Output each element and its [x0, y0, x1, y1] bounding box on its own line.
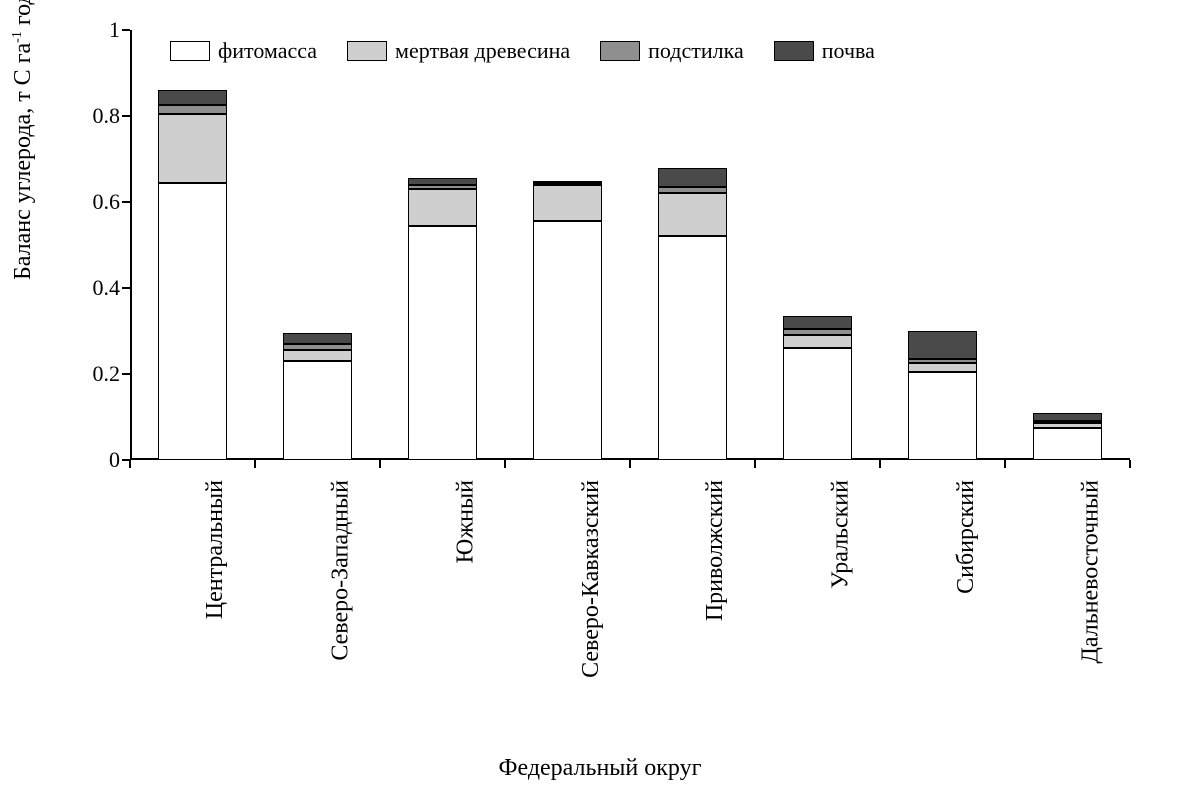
segment-deadwood — [408, 189, 477, 226]
segment-phytomass — [158, 183, 227, 460]
bars — [130, 30, 1130, 460]
x-category-labels: Центральный Северо-Западный Южный Северо-Ка… — [130, 480, 1130, 740]
segment-phytomass — [408, 226, 477, 460]
y-title-text-b: год — [10, 0, 36, 31]
segment-litter — [533, 183, 602, 185]
x-category-label: Северо-Западный — [328, 480, 355, 661]
bar-Дальневосточный — [1033, 413, 1102, 460]
x-category-label: Уральский — [828, 480, 855, 589]
segment-litter — [658, 187, 727, 193]
x-category-label: Приволжский — [703, 480, 730, 621]
x-category-label: Сибирский — [953, 480, 980, 594]
y-tick-label: 0 — [109, 447, 130, 473]
segment-deadwood — [158, 114, 227, 183]
x-tick-mark — [1129, 460, 1131, 468]
x-tick-mark — [254, 460, 256, 468]
segment-soil — [533, 181, 602, 183]
segment-soil — [658, 168, 727, 187]
plot-area: фитомассамертвая древесинаподстилкапочва… — [130, 30, 1130, 460]
x-category-label: Южный — [453, 480, 480, 563]
segment-phytomass — [908, 372, 977, 460]
segment-litter — [408, 185, 477, 189]
x-axis-title: Федеральный округ — [0, 755, 1200, 782]
bar-Центральный — [158, 90, 227, 460]
segment-soil — [158, 90, 227, 105]
carbon-balance-chart: Баланс углерода, т С га-1 год-1 фитомасс… — [0, 0, 1200, 802]
x-tick-mark — [629, 460, 631, 468]
segment-soil — [408, 178, 477, 184]
y-title-text-a: Баланс углерода, т С га — [10, 43, 36, 280]
y-axis-title: Баланс углерода, т С га-1 год-1 — [10, 0, 37, 280]
y-tick-label: 0.6 — [93, 189, 131, 215]
segment-deadwood — [908, 363, 977, 372]
segment-deadwood — [658, 193, 727, 236]
segment-deadwood — [283, 350, 352, 361]
segment-deadwood — [1033, 423, 1102, 427]
x-tick-mark — [1004, 460, 1006, 468]
x-tick-mark — [879, 460, 881, 468]
segment-phytomass — [533, 221, 602, 460]
x-tick-mark — [754, 460, 756, 468]
x-tick-mark — [379, 460, 381, 468]
x-tick-mark — [129, 460, 131, 468]
x-category-label: Дальневосточный — [1078, 480, 1105, 664]
y-title-sup-1: -1 — [10, 31, 25, 43]
bar-Приволжский — [658, 168, 727, 460]
y-tick-label: 0.2 — [93, 361, 131, 387]
bar-Южный — [408, 178, 477, 460]
segment-litter — [908, 359, 977, 363]
segment-deadwood — [783, 335, 852, 348]
segment-phytomass — [283, 361, 352, 460]
segment-litter — [158, 105, 227, 114]
segment-soil — [908, 331, 977, 359]
segment-phytomass — [1033, 428, 1102, 460]
x-category-label: Северо-Кавказский — [578, 480, 605, 678]
segment-soil — [283, 333, 352, 344]
bar-Северо-Кавказский — [533, 181, 602, 461]
y-tick-label: 0.8 — [93, 103, 131, 129]
y-tick-label: 0.4 — [93, 275, 131, 301]
bar-Сибирский — [908, 331, 977, 460]
segment-soil — [783, 316, 852, 329]
segment-phytomass — [783, 348, 852, 460]
segment-litter — [283, 344, 352, 350]
segment-soil — [1033, 413, 1102, 422]
bar-Уральский — [783, 316, 852, 460]
x-category-label: Центральный — [203, 480, 230, 619]
segment-deadwood — [533, 185, 602, 222]
bar-Северо-Западный — [283, 333, 352, 460]
segment-phytomass — [658, 236, 727, 460]
segment-litter — [1033, 421, 1102, 423]
y-tick-label: 1 — [109, 17, 130, 43]
segment-litter — [783, 329, 852, 335]
x-tick-mark — [504, 460, 506, 468]
